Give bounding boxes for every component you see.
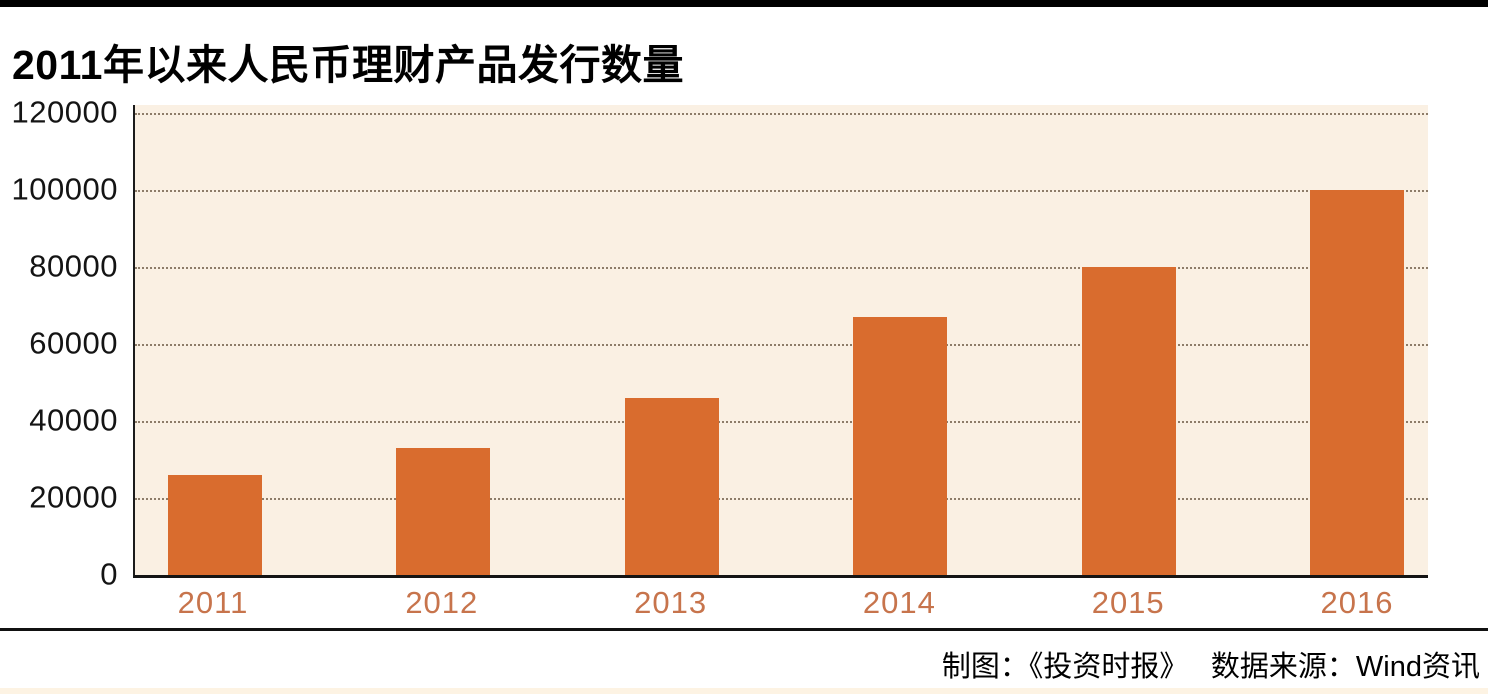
plot-area bbox=[133, 105, 1428, 578]
y-tick-label: 80000 bbox=[29, 248, 118, 284]
y-tick-label: 120000 bbox=[11, 94, 118, 130]
plot-wrap: 2011 2012 2013 2014 2015 2016 bbox=[133, 105, 1428, 628]
bars bbox=[135, 113, 1428, 575]
x-tick-label: 2015 bbox=[1091, 585, 1165, 620]
x-tick-label: 2013 bbox=[634, 585, 708, 620]
bar-2014 bbox=[853, 317, 948, 575]
bar-2015 bbox=[1081, 267, 1176, 575]
bar-2013 bbox=[624, 397, 719, 575]
x-axis-labels: 2011 2012 2013 2014 2015 2016 bbox=[133, 578, 1428, 628]
footer-divider bbox=[0, 628, 1488, 631]
gridline bbox=[135, 190, 1428, 192]
y-tick-label: 20000 bbox=[29, 479, 118, 515]
y-tick-label: 100000 bbox=[11, 171, 118, 207]
x-tick-label: 2016 bbox=[1320, 585, 1394, 620]
bar-2012 bbox=[396, 447, 491, 575]
gridline bbox=[135, 344, 1428, 346]
top-accent-bar bbox=[0, 0, 1488, 7]
source-note: 制图：《投资时报》 数据来源：Wind资讯 bbox=[941, 651, 1480, 683]
y-axis: 0 20000 40000 60000 80000 100000 120000 bbox=[0, 94, 133, 591]
chart-title: 2011年以来人民币理财产品发行数量 bbox=[12, 42, 684, 88]
y-tick-label: 0 bbox=[100, 556, 118, 592]
y-tick-label: 40000 bbox=[29, 402, 118, 438]
bar-chart: 0 20000 40000 60000 80000 100000 120000 2011 20… bbox=[0, 94, 1488, 628]
bottom-accent-strip bbox=[0, 688, 1488, 694]
x-tick-label: 2012 bbox=[405, 585, 479, 620]
y-tick-label: 60000 bbox=[29, 325, 118, 361]
gridline bbox=[135, 498, 1428, 500]
x-tick-label: 2011 bbox=[177, 585, 249, 620]
gridline bbox=[135, 113, 1428, 115]
bar-2016 bbox=[1309, 190, 1404, 575]
gridline bbox=[135, 421, 1428, 423]
bar-2011 bbox=[168, 474, 262, 575]
x-tick-label: 2014 bbox=[862, 585, 936, 620]
gridline bbox=[135, 267, 1428, 269]
